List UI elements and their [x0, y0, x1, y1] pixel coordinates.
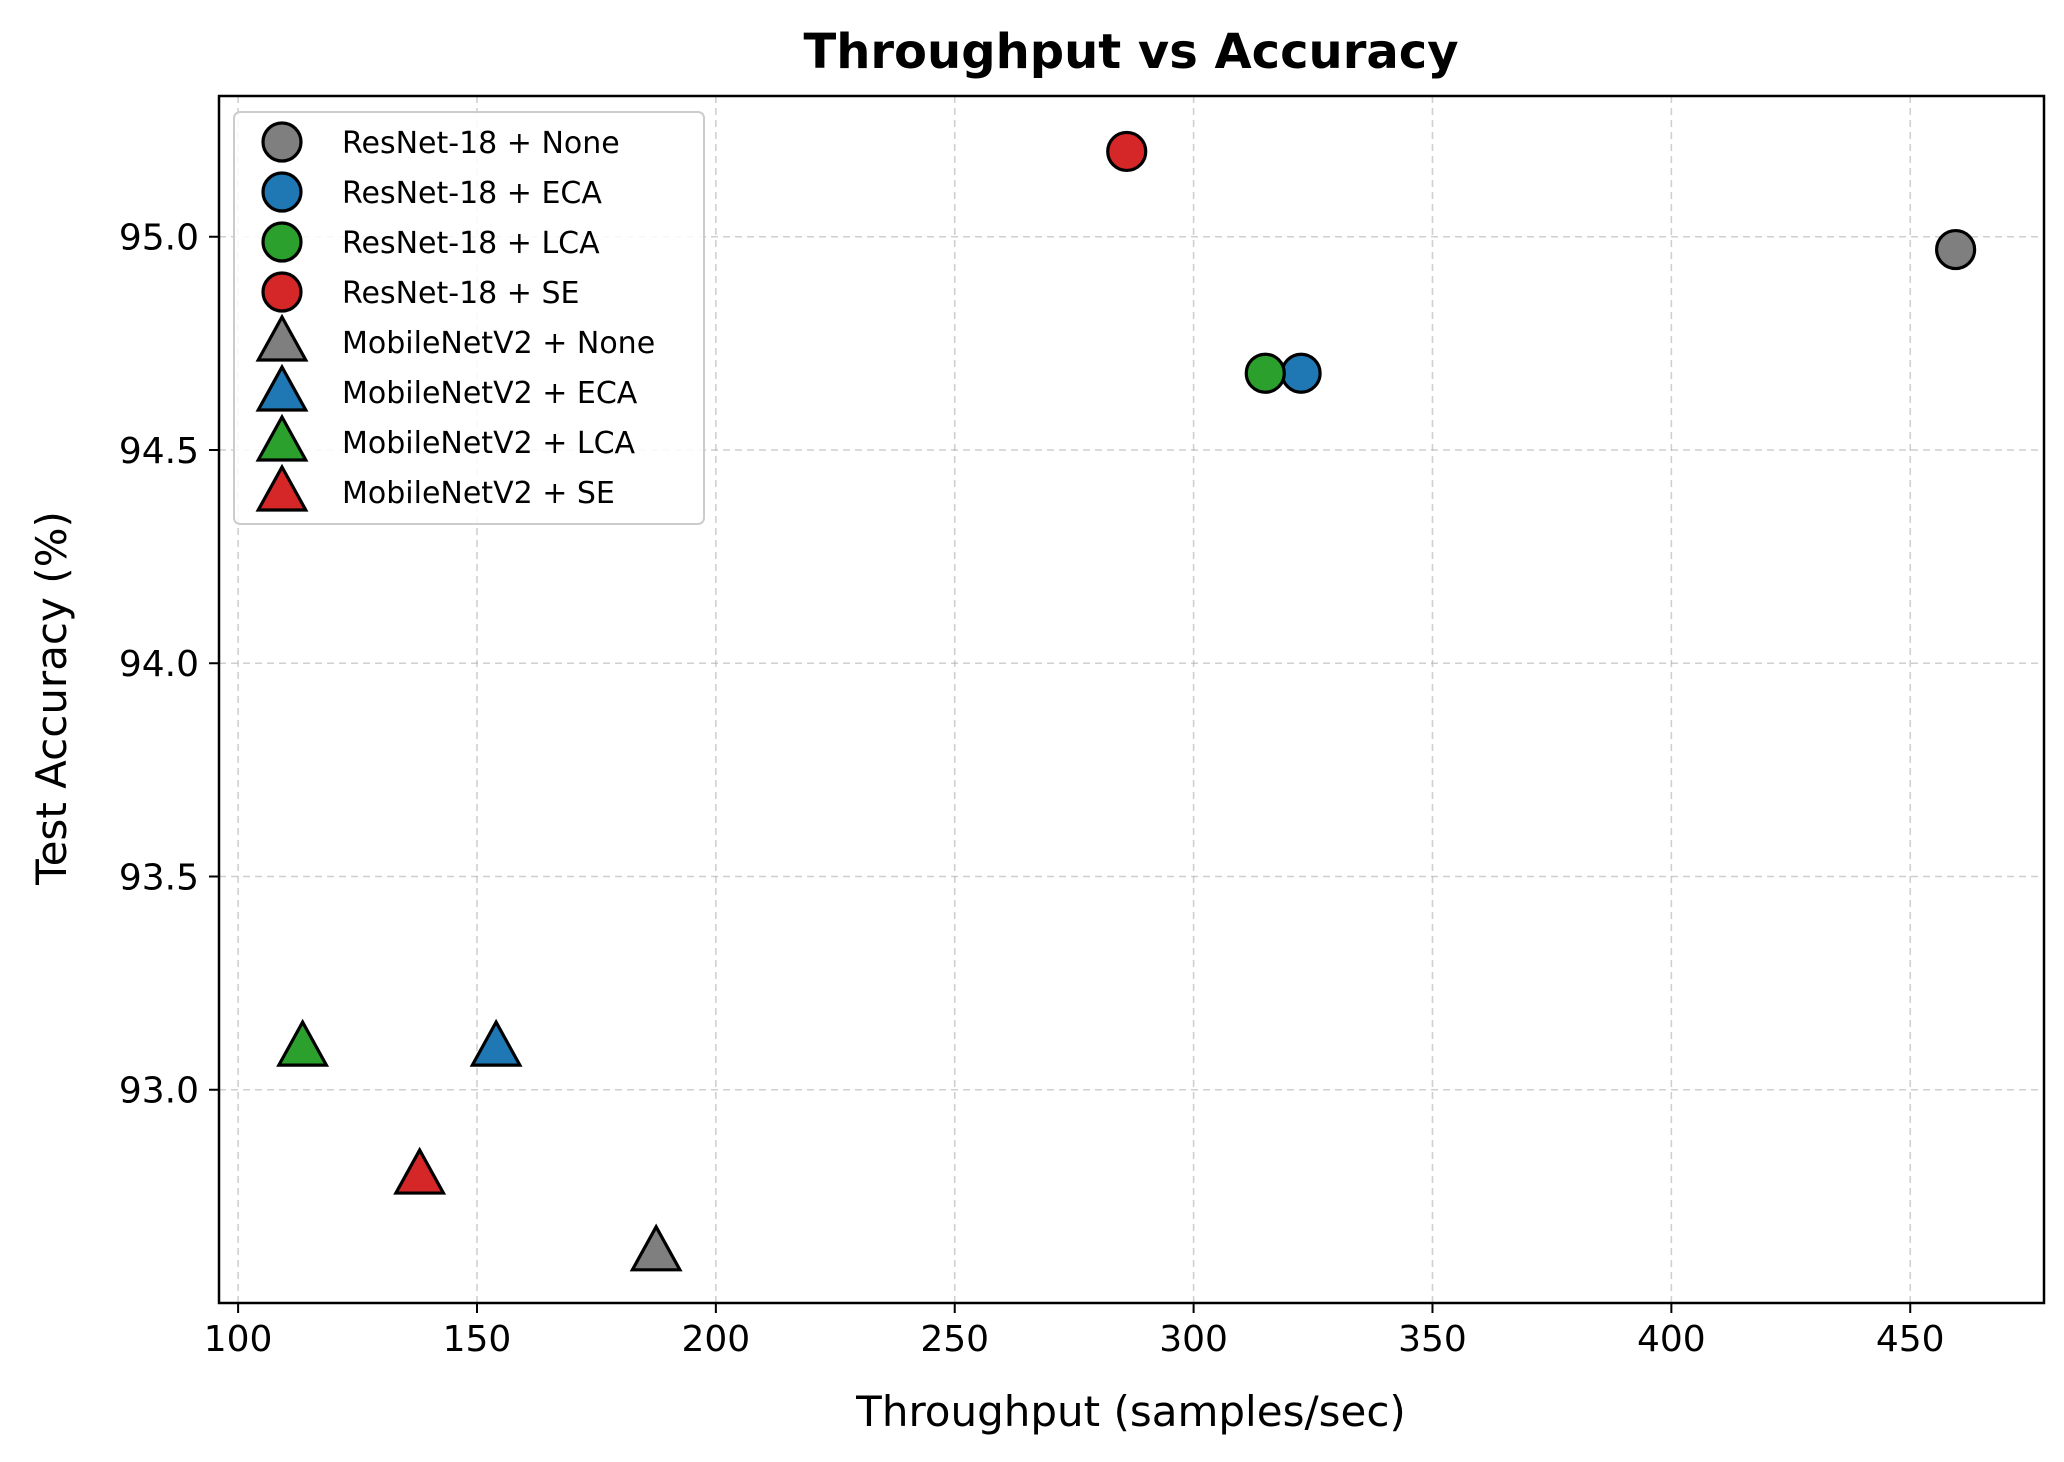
x-axis-label: Throughput (samples/sec) — [855, 1387, 1406, 1436]
x-tick-label: 200 — [681, 1319, 750, 1360]
legend-triangle-marker — [255, 413, 309, 462]
data-point-triangle — [276, 1018, 330, 1067]
legend-entry-label: MobileNetV2 + SE — [342, 476, 615, 511]
data-point-circle — [1280, 352, 1322, 394]
x-tick-label: 300 — [1159, 1319, 1228, 1360]
legend-entry-label: ResNet-18 + ECA — [342, 176, 602, 211]
legend-triangle-marker — [255, 363, 309, 412]
legend-triangle-marker — [255, 463, 309, 512]
legend-entry-label: ResNet-18 + LCA — [342, 226, 600, 261]
legend-entry-label: ResNet-18 + None — [342, 126, 620, 161]
data-point-triangle — [393, 1146, 447, 1195]
y-tick-label: 93.5 — [119, 857, 199, 898]
data-point-circle — [1106, 130, 1148, 173]
legend: ResNet-18 + None ResNet-18 + ECA ResNet-18… — [233, 111, 705, 525]
legend-entry-label: MobileNetV2 + LCA — [342, 426, 636, 461]
x-tick-label: 450 — [1876, 1319, 1945, 1360]
data-point-triangle — [629, 1223, 683, 1272]
y-tick-label: 94.0 — [119, 644, 199, 685]
axis-ticks: 100 150 200 250 300 350 400 450 93.0 93.5 94.0 94.5… — [119, 218, 1945, 1360]
y-tick-label: 95.0 — [119, 218, 199, 259]
legend-entry-label: MobileNetV2 + ECA — [342, 376, 638, 411]
legend-circle-marker — [261, 271, 303, 313]
legend-entry-label: ResNet-18 + SE — [342, 276, 579, 311]
x-tick-label: 400 — [1637, 1319, 1706, 1360]
data-point-triangle — [469, 1018, 523, 1067]
legend-circle-marker — [261, 121, 303, 163]
legend-box — [233, 111, 705, 525]
chart-title: Throughput vs Accuracy — [803, 24, 1458, 80]
x-tick-label: 150 — [443, 1319, 512, 1360]
plot-area-frame — [217, 94, 2046, 1305]
x-tick-label: 250 — [920, 1319, 989, 1360]
y-tick-label: 94.5 — [119, 431, 199, 472]
data-point-circle — [1935, 228, 1977, 271]
legend-entry-label: MobileNetV2 + None — [342, 326, 655, 361]
legend-triangle-marker — [255, 313, 309, 362]
y-tick-label: 93.0 — [119, 1071, 199, 1112]
data-point-circle — [1244, 352, 1286, 394]
y-axis-label: Test Accuracy (%) — [27, 511, 76, 886]
legend-circle-marker — [261, 171, 303, 213]
x-tick-label: 100 — [204, 1319, 273, 1360]
data-points — [276, 130, 1977, 1272]
x-tick-label: 350 — [1398, 1319, 1467, 1360]
legend-circle-marker — [261, 221, 303, 263]
